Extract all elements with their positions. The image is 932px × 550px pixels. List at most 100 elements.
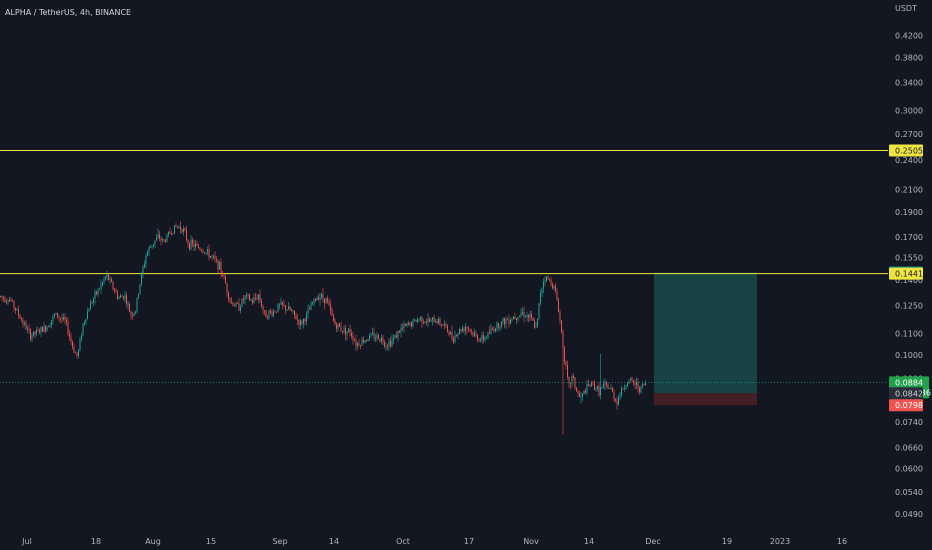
candle-body xyxy=(342,331,343,332)
long-position-tool[interactable] xyxy=(654,272,757,406)
candle-body xyxy=(426,321,427,323)
candle-body xyxy=(406,323,408,326)
candle-body xyxy=(199,248,201,251)
candle-body xyxy=(144,263,145,268)
candle-body xyxy=(481,335,483,340)
candle-body xyxy=(420,316,421,320)
candle-body xyxy=(285,305,286,311)
candle-body xyxy=(300,320,301,325)
candle-body xyxy=(318,297,319,300)
stop-zone[interactable] xyxy=(654,393,757,406)
candle-body xyxy=(36,329,37,334)
price-axis[interactable]: USDT 0.4200 0.3800 0.3400 0.3000 0.2700 0.240… xyxy=(888,0,932,530)
candle-body xyxy=(535,326,537,328)
symbol-title[interactable]: ALPHA / TetherUS, 4h, BINANCE xyxy=(5,8,131,17)
candle-body xyxy=(67,321,69,334)
y-tick-label: 0.4200 xyxy=(895,31,923,40)
candle-body xyxy=(88,309,90,312)
candle-body xyxy=(94,291,96,299)
candle-body xyxy=(466,327,468,328)
candle-body xyxy=(642,384,643,386)
candle-body xyxy=(283,304,285,306)
candle-body xyxy=(289,306,291,311)
target-zone[interactable] xyxy=(654,272,757,394)
candle-body xyxy=(22,320,24,325)
candle-body xyxy=(615,399,616,401)
stop-price-tag-bg xyxy=(889,399,923,412)
candle-body xyxy=(603,384,604,388)
candle-body xyxy=(433,317,435,323)
candle-body xyxy=(439,319,441,325)
stop-price-tag: 0.0798 xyxy=(895,401,923,410)
candle-body xyxy=(175,225,177,227)
candle-body xyxy=(265,310,267,318)
candle-body xyxy=(610,387,612,389)
candle-body xyxy=(403,324,405,328)
candle-body xyxy=(516,318,517,320)
candle-body xyxy=(13,301,15,308)
candle-body xyxy=(585,390,586,394)
candle-body xyxy=(370,334,372,336)
candle-body xyxy=(519,315,520,317)
candle-body xyxy=(346,331,348,335)
x-tick-label: Nov xyxy=(523,537,539,546)
candle-body xyxy=(130,311,132,316)
candle-body xyxy=(606,382,607,385)
candle-body xyxy=(559,312,561,321)
candle-body xyxy=(18,309,19,316)
candle-body xyxy=(184,228,186,231)
candle-body xyxy=(372,332,373,335)
horizontal-levels[interactable] xyxy=(0,149,888,383)
candle-body xyxy=(402,327,403,329)
candle-body xyxy=(475,333,477,336)
candle-body xyxy=(643,384,645,386)
candle-body xyxy=(129,303,130,312)
candle-body xyxy=(382,337,384,343)
candle-body xyxy=(427,319,429,323)
candle-body xyxy=(595,388,597,390)
x-tick-label: 15 xyxy=(206,537,216,546)
candle-body xyxy=(246,294,247,296)
candle-body xyxy=(486,337,487,339)
candle-body xyxy=(30,329,31,340)
candle-body xyxy=(633,380,634,383)
candle-body xyxy=(180,226,181,230)
candle-body xyxy=(72,341,73,347)
candle-body xyxy=(16,309,18,311)
candle-body xyxy=(385,346,387,347)
candle-body xyxy=(490,328,492,334)
candle-body xyxy=(207,249,208,253)
candle-body xyxy=(304,318,306,322)
candle-body xyxy=(480,339,481,342)
candle-body xyxy=(43,326,45,332)
candle-body xyxy=(166,234,168,242)
candle-body xyxy=(46,326,48,332)
candle-body xyxy=(124,295,126,299)
time-axis[interactable]: Jul 18 Aug 15 Sep 14 Oct 17 Nov 14 Dec 19 2023 16 xyxy=(0,530,888,550)
candle-body xyxy=(393,337,394,340)
level-price-tag: 0.1441 xyxy=(895,270,923,279)
candle-body xyxy=(607,384,609,389)
candle-body xyxy=(576,387,577,392)
candle-body xyxy=(171,233,172,235)
candle-body xyxy=(354,340,355,342)
x-tick-label: 16 xyxy=(837,537,847,546)
candle-body xyxy=(165,240,166,242)
level-price-tag-bg xyxy=(889,144,923,157)
candle-body xyxy=(589,385,591,387)
candle-body xyxy=(579,393,580,397)
candlestick-series xyxy=(0,221,646,435)
candle-body xyxy=(120,295,121,298)
candle-body xyxy=(295,314,297,320)
currency-label[interactable]: USDT xyxy=(895,4,917,13)
candle-body xyxy=(61,318,63,320)
candle-body xyxy=(160,238,162,241)
candle-body xyxy=(348,328,349,332)
candle-body xyxy=(163,239,165,241)
candle-body xyxy=(600,387,601,396)
candle-body xyxy=(564,347,565,362)
candle-body xyxy=(27,328,28,330)
candle-body xyxy=(252,299,253,303)
